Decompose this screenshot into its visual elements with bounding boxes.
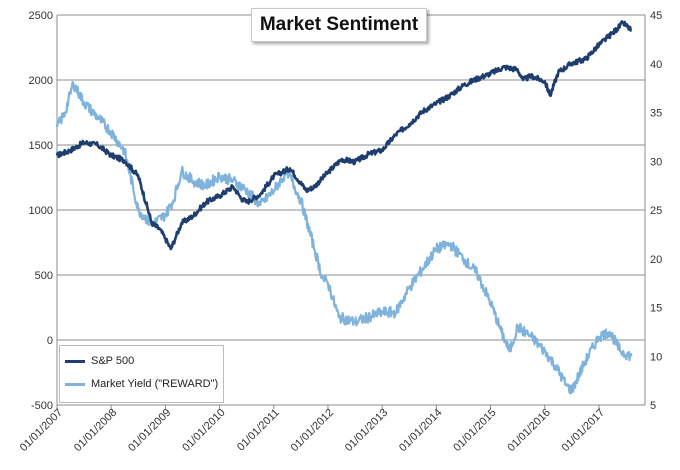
right-tick-label: 30 [650,156,662,168]
legend-swatch-sp500 [65,359,85,363]
right-tick-label: 10 [650,351,662,363]
x-tick-label: 01/01/2008 [72,407,119,454]
chart-title: Market Sentiment [251,8,427,42]
right-tick-label: 45 [650,10,662,22]
x-tick-label: 01/01/2011 [235,407,282,454]
left-tick-label: 500 [35,270,53,282]
series-line-sp500 [55,20,633,251]
left-tick-label: 2000 [29,75,53,87]
legend-label-market-yield: Market Yield ("REWARD") [91,378,219,390]
left-tick-label: 0 [47,335,53,347]
left-tick-label: 1000 [29,205,53,217]
legend-item-market-yield: Market Yield ("REWARD") [65,377,218,391]
x-tick-label: 01/01/2009 [126,407,173,454]
legend: S&P 500 Market Yield ("REWARD") [59,345,224,403]
x-tick-label: 01/01/2007 [18,407,65,454]
x-tick-label: 01/01/2010 [180,407,227,454]
x-tick-label: 01/01/2014 [397,407,444,454]
legend-swatch-market-yield [65,382,85,386]
right-tick-label: 5 [650,400,656,412]
left-tick-label: 1500 [29,140,53,152]
left-axis-ticks: -500 0 500 1000 1500 2000 2500 [29,10,53,412]
right-tick-label: 35 [650,108,662,120]
right-axis-ticks: 5 10 15 20 25 30 35 40 45 [650,10,662,412]
left-tick-label: -500 [31,400,53,412]
left-tick-label: 2500 [29,10,53,22]
x-tick-label: 01/01/2013 [343,407,390,454]
x-tick-label: 01/01/2017 [560,407,607,454]
right-tick-label: 20 [650,254,662,266]
x-tick-label: 01/01/2012 [289,407,336,454]
series-layer [55,20,633,395]
gridlines [56,14,646,406]
right-tick-label: 15 [650,303,662,315]
right-tick-label: 40 [650,59,662,71]
legend-item-sp500: S&P 500 [65,354,134,368]
x-axis-ticks: 01/01/2007 01/01/2008 01/01/2009 01/01/2010… [18,405,607,454]
right-tick-label: 25 [650,205,662,217]
legend-label-sp500: S&P 500 [91,355,135,367]
x-tick-label: 01/01/2015 [451,407,498,454]
x-tick-label: 01/01/2016 [505,407,552,454]
